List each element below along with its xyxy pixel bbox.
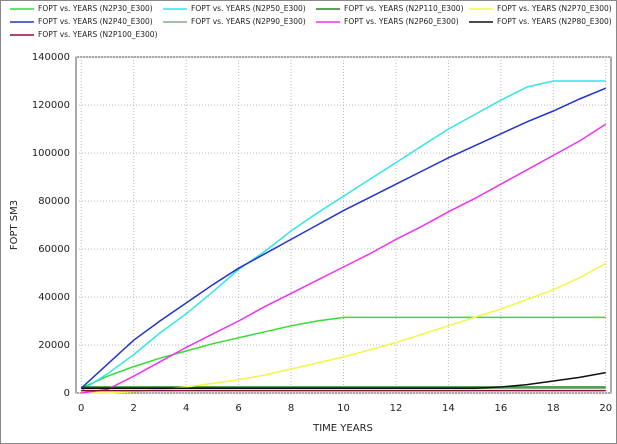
series-line <box>81 371 606 389</box>
legend-label: FOPT vs. YEARS (N2P40_E300) <box>38 17 153 26</box>
legend-label: FOPT vs. YEARS (N2P30_E300) <box>38 4 153 13</box>
y-tick-label: 140000 <box>32 52 70 63</box>
legend-label: FOPT vs. YEARS (N2P70_E300) <box>497 4 612 13</box>
x-tick-label: 16 <box>494 403 507 414</box>
y-axis-label: FOPT SM3 <box>9 200 20 250</box>
x-tick-label: 4 <box>183 403 189 414</box>
x-tick-label: 12 <box>390 403 403 414</box>
y-tick-label: 40000 <box>38 292 70 303</box>
legend-label: FOPT vs. YEARS (N2P110_E300) <box>344 4 464 13</box>
x-tick-label: 20 <box>599 403 612 414</box>
x-tick-label: 14 <box>442 403 455 414</box>
y-tick-label: 20000 <box>38 340 70 351</box>
legend-label: FOPT vs. YEARS (N2P90_E300) <box>191 17 306 26</box>
series-line <box>80 80 606 392</box>
y-tick-label: 60000 <box>38 244 70 255</box>
x-tick-label: 0 <box>78 403 84 414</box>
x-tick-label: 6 <box>235 403 241 414</box>
series-line <box>80 316 606 389</box>
legend-label: FOPT vs. YEARS (N2P80_E300) <box>497 17 612 26</box>
x-axis-label: TIME YEARS <box>312 423 373 434</box>
y-tick-label: 100000 <box>32 148 70 159</box>
y-tick-label: 120000 <box>32 100 70 111</box>
legend-label: FOPT vs. YEARS (N2P50_E300) <box>191 4 306 13</box>
legend-label: FOPT vs. YEARS (N2P60_E300) <box>344 17 459 26</box>
series-line <box>81 123 607 394</box>
x-tick-label: 10 <box>337 403 350 414</box>
y-tick-label: 0 <box>64 388 70 399</box>
legend-label: FOPT vs. YEARS (N2P100_E300) <box>38 30 158 39</box>
x-tick-label: 2 <box>131 403 137 414</box>
x-tick-label: 8 <box>288 403 294 414</box>
x-tick-label: 18 <box>547 403 560 414</box>
series-line <box>80 87 607 389</box>
y-tick-label: 80000 <box>38 196 70 207</box>
